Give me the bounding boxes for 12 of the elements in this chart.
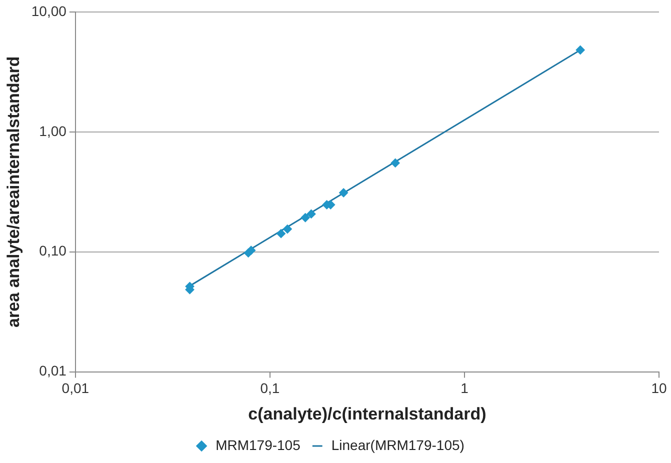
x-axis-title: c(analyte)/c(internalstandard) [248, 404, 486, 424]
legend-label: Linear(MRM179-105) [331, 436, 464, 453]
legend-label: MRM179-105 [216, 436, 301, 453]
y-axis-title: area analyte/areainternalstandard [4, 56, 23, 328]
y-tick-label: 0,01 [39, 362, 67, 379]
x-tick-label: 0,1 [260, 380, 280, 396]
y-tick-label: 0,10 [39, 242, 67, 259]
x-tick-label: 10 [651, 380, 667, 396]
y-tick-label: 10,00 [31, 2, 67, 19]
x-tick-label: 1 [460, 380, 469, 396]
x-tick-label: 0,01 [62, 380, 90, 396]
y-tick-label: 1,00 [39, 122, 67, 139]
